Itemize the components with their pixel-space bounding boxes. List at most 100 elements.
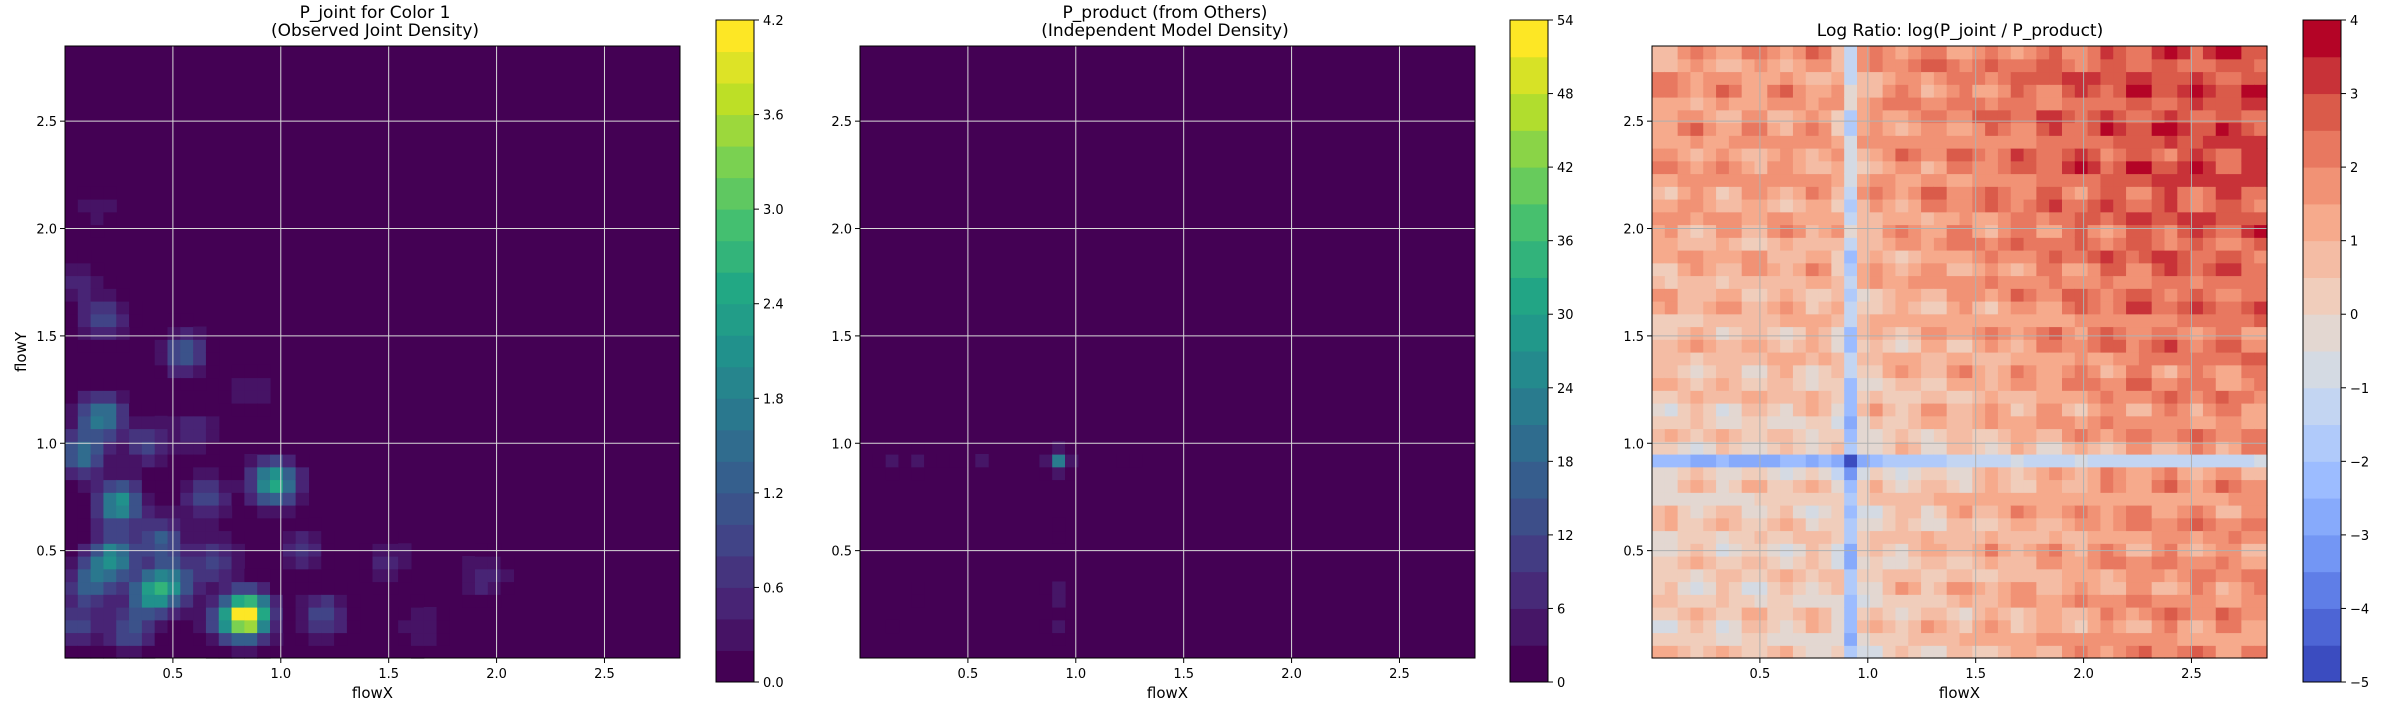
heat-cell (1997, 199, 2012, 213)
heat-cell (2010, 58, 2025, 73)
heat-cell (2087, 581, 2102, 595)
heat-cell (2228, 441, 2242, 455)
heat-cell (2215, 428, 2230, 442)
heat-cell (1780, 479, 1794, 493)
heat-cell (1921, 645, 1935, 659)
heat-cell (2036, 364, 2050, 379)
heat-cell (911, 466, 925, 481)
heat-cell (2241, 352, 2255, 366)
heat-cell (116, 415, 130, 430)
heat-cell (90, 556, 105, 570)
heat-cell (103, 441, 117, 455)
heat-cell (1652, 568, 1666, 583)
heat-cell (1652, 543, 1666, 557)
heat-cell (1805, 352, 1820, 366)
heat-cell (1959, 237, 1973, 251)
heat-cell (1664, 619, 1679, 634)
heat-cell (1844, 301, 1858, 315)
heat-cell (193, 607, 207, 621)
heat-cell (2254, 466, 2268, 481)
x-tick-label: 2.5 (1389, 667, 1410, 682)
heat-cell (2190, 352, 2204, 366)
heat-cell (218, 377, 233, 391)
heat-cell (1818, 517, 1832, 532)
heat-cell (2126, 403, 2140, 417)
heat-cell (1728, 224, 1743, 238)
heat-cell (2151, 454, 2166, 468)
colorbar-tick-label: 1.2 (763, 487, 784, 502)
heat-cell (1818, 377, 1832, 391)
heat-cell (2254, 71, 2268, 85)
heat-cell (1959, 97, 1973, 111)
heat-cell (462, 594, 476, 608)
heat-cell (346, 607, 361, 621)
heat-cell (1677, 568, 1692, 583)
heat-cell (1728, 237, 1743, 251)
heat-cell (1690, 415, 1704, 430)
heat-cell (231, 645, 245, 659)
heat-cell (2138, 645, 2153, 659)
heat-cell (2023, 71, 2037, 85)
heat-cell (1805, 568, 1820, 583)
heat-cell (2100, 517, 2114, 532)
heat-cell (308, 607, 322, 621)
heat-cell (2177, 237, 2191, 251)
heat-cell (180, 339, 194, 353)
heat-cell (975, 454, 989, 468)
heat-cell (2023, 46, 2037, 60)
heat-cell (2049, 262, 2063, 277)
heat-cell (1703, 568, 1717, 583)
heat-cell (1039, 619, 1053, 634)
heat-cell (1908, 543, 1922, 557)
heat-cell (1933, 403, 1948, 417)
heat-cell (1933, 288, 1948, 302)
heat-cell (90, 301, 105, 315)
heat-cell (2202, 250, 2217, 264)
heat-cell (1933, 556, 1948, 570)
heat-cell (2113, 262, 2127, 277)
heat-cell (116, 505, 130, 519)
heat-cell (1857, 199, 1871, 213)
heat-cell (2074, 645, 2089, 659)
heat-cell (1946, 199, 1961, 213)
heat-cell (2228, 288, 2242, 302)
heat-cell (1767, 543, 1781, 557)
heat-cell (1780, 211, 1794, 226)
heat-cell (2074, 454, 2089, 468)
heat-cell (1792, 160, 1807, 175)
heat-cell (2126, 428, 2140, 442)
heat-cell (244, 479, 258, 493)
heat-cell (2151, 148, 2166, 162)
heat-cell (2202, 160, 2217, 175)
heat-cell (2241, 619, 2255, 634)
heat-cell (1844, 288, 1858, 302)
heat-cell (1677, 505, 1692, 519)
heat-cell (2151, 109, 2166, 124)
heat-cell (2241, 109, 2255, 124)
heat-cell (1690, 466, 1704, 481)
heat-cell (1716, 186, 1730, 200)
heat-cell (1652, 505, 1666, 519)
heat-cell (2138, 632, 2153, 646)
heat-cell (1754, 479, 1768, 493)
heat-cell (270, 581, 284, 595)
heat-cell (1741, 441, 1756, 455)
heat-cell (1882, 454, 1897, 468)
heat-cell (282, 556, 297, 570)
heat-cell (270, 530, 284, 544)
heat-cell (1741, 492, 1756, 506)
heat-cell (1997, 313, 2012, 328)
heat-cell (1831, 160, 1845, 175)
heat-cell (2100, 428, 2114, 442)
heat-cell (2049, 288, 2063, 302)
heat-cell (2254, 568, 2268, 583)
heat-cell (2036, 556, 2050, 570)
heat-cell (2023, 403, 2037, 417)
heat-cell (1792, 619, 1807, 634)
heat-cell (2254, 173, 2268, 187)
heat-cell (2164, 581, 2178, 595)
heat-cell (1690, 530, 1704, 544)
heat-cell (2202, 492, 2217, 506)
heat-cell (1857, 71, 1871, 85)
heat-cell (1882, 364, 1897, 379)
